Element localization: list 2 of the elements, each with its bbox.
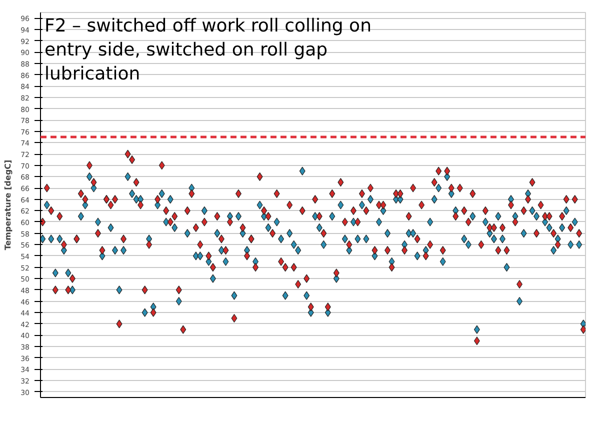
text: F2 – switched off work roll colling on entry side, switched on roll gap lubrication <box>44 16 372 84</box>
y-axis-title: Temperature [degC] <box>4 160 13 250</box>
